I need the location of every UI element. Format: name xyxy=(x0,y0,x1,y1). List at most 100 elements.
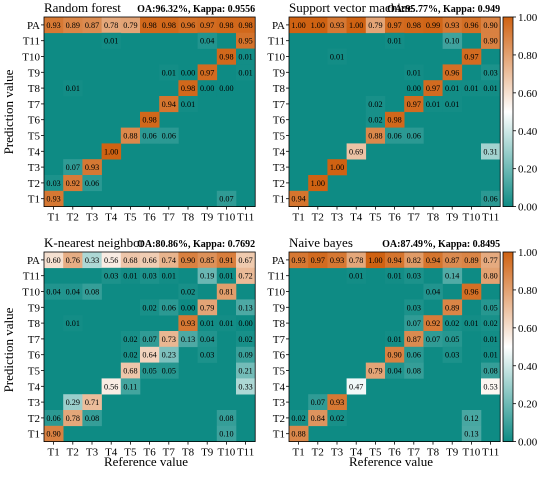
y-tick-label: T11 xyxy=(268,36,285,48)
heatmap-cell xyxy=(216,267,237,284)
heatmap-cell xyxy=(481,143,501,160)
cell-value-label: 0.03 xyxy=(407,303,421,312)
cell-value-label: 0.90 xyxy=(483,21,497,30)
cell-value-label: 0.01 xyxy=(162,272,176,281)
heatmap-cell xyxy=(159,96,179,113)
cell-value-label: 0.01 xyxy=(387,272,401,281)
y-tick-label: T2 xyxy=(273,413,285,425)
heatmap-cell xyxy=(216,410,237,427)
heatmap-cell xyxy=(197,80,218,97)
heatmap-cell xyxy=(481,315,501,332)
cell-value-label: 0.01 xyxy=(483,335,497,344)
heatmap-cell xyxy=(442,299,463,316)
heatmap-cell xyxy=(159,331,179,348)
cell-value-label: 0.98 xyxy=(181,84,195,93)
cell-value-label: 0.93 xyxy=(291,256,305,265)
cell-value-label: 1.00 xyxy=(349,21,363,30)
panel-metrics: OA:96.32%, Kappa: 0.9556 xyxy=(137,4,255,15)
y-tick-label: T10 xyxy=(267,52,285,64)
cell-value-label: 0.33 xyxy=(238,382,252,391)
cell-value-label: 0.98 xyxy=(219,21,233,30)
x-tick-label: T10 xyxy=(218,212,236,224)
y-tick-label: T7 xyxy=(273,99,286,111)
heatmap-cell xyxy=(481,362,501,379)
cell-value-label: 0.00 xyxy=(219,84,233,93)
cell-value-label: 0.01 xyxy=(123,272,137,281)
heatmap-cell xyxy=(82,159,102,176)
heatmap-cell xyxy=(385,267,405,284)
heatmap-cell xyxy=(120,378,141,395)
x-tick-label: T5 xyxy=(369,212,382,224)
y-tick-label: PA xyxy=(27,20,40,32)
panel-title: Naive bayes xyxy=(289,235,353,250)
heatmap-cell xyxy=(178,283,198,300)
heatmap-cell xyxy=(120,252,141,269)
x-tick-label: T11 xyxy=(482,212,499,224)
heatmap-cell xyxy=(159,64,179,81)
heatmap-cell xyxy=(216,17,237,34)
y-tick-label: T5 xyxy=(273,131,286,143)
cell-value-label: 0.01 xyxy=(483,84,497,93)
cell-value-label: 0.07 xyxy=(426,335,440,344)
heatmap-cell xyxy=(442,64,463,81)
heatmap-cell xyxy=(63,315,83,332)
heatmap-panel-4: Naive bayes OA:87.49%, Kappa: 0.8495 0.93 0… xyxy=(267,235,537,459)
heatmap-cell xyxy=(159,267,179,284)
heatmap-cell xyxy=(159,127,179,144)
cell-value-label: 0.01 xyxy=(483,351,497,360)
cell-value-label: 0.93 xyxy=(181,319,195,328)
y-tick-label: T10 xyxy=(22,52,40,64)
heatmap-cell xyxy=(385,111,405,128)
heatmap-cell xyxy=(423,96,443,113)
cell-value-label: 0.02 xyxy=(142,303,156,312)
y-tick-label: T11 xyxy=(268,271,285,283)
cell-value-label: 0.98 xyxy=(142,116,156,125)
heatmap-cell xyxy=(404,267,424,284)
heatmap-cell xyxy=(120,362,141,379)
panel-title: Random forest xyxy=(44,0,121,15)
cell-value-label: 0.88 xyxy=(368,132,382,141)
heatmap-cell xyxy=(308,252,328,269)
heatmap-cell xyxy=(63,17,83,34)
cell-value-label: 0.78 xyxy=(66,414,80,423)
cell-value-label: 0.78 xyxy=(104,21,118,30)
y-tick-label: T10 xyxy=(267,287,285,299)
cell-value-label: 0.66 xyxy=(142,256,156,265)
panel-metrics: OA:87.49%, Kappa: 0.8495 xyxy=(382,239,500,250)
heatmap-cell xyxy=(178,252,198,269)
heatmap-cell xyxy=(423,331,443,348)
heatmap-cell xyxy=(404,80,424,97)
cell-value-label: 0.01 xyxy=(445,100,459,109)
heatmap-cell xyxy=(120,127,141,144)
x-tick-label: T8 xyxy=(427,447,440,459)
cell-value-label: 0.09 xyxy=(238,351,252,360)
x-tick-label: T2 xyxy=(312,447,324,459)
cell-value-label: 0.97 xyxy=(200,21,214,30)
cell-value-label: 0.89 xyxy=(464,256,478,265)
cell-value-label: 0.01 xyxy=(349,272,363,281)
cell-value-label: 0.08 xyxy=(85,414,99,423)
cell-value-label: 0.94 xyxy=(162,100,176,109)
heatmap-cell xyxy=(423,252,443,269)
heatmap-panel-1: Random forest OA:96.32%, Kappa: 0.9556 0.9… xyxy=(22,0,256,224)
x-tick-label: T1 xyxy=(47,212,59,224)
cell-value-label: 0.08 xyxy=(407,367,421,376)
y-tick-label: T1 xyxy=(28,194,40,206)
cell-value-label: 0.72 xyxy=(238,272,252,281)
heatmap-cell xyxy=(365,252,386,269)
x-tick-label: T6 xyxy=(388,447,401,459)
x-tick-label: T7 xyxy=(408,212,421,224)
x-tick-label: T8 xyxy=(427,212,440,224)
cell-value-label: 0.94 xyxy=(291,195,305,204)
cell-value-label: 0.97 xyxy=(311,256,325,265)
cell-value-label: 0.04 xyxy=(66,288,80,297)
heatmap-cell xyxy=(44,175,64,192)
heatmap-cell xyxy=(404,127,424,144)
heatmap-cell xyxy=(44,283,64,300)
cell-value-label: 0.87 xyxy=(85,21,99,30)
heatmap-cell xyxy=(442,96,463,113)
colorbar-tick-label: 0.20 xyxy=(518,164,538,176)
x-tick-label: T5 xyxy=(369,447,382,459)
cell-value-label: 0.04 xyxy=(200,335,214,344)
